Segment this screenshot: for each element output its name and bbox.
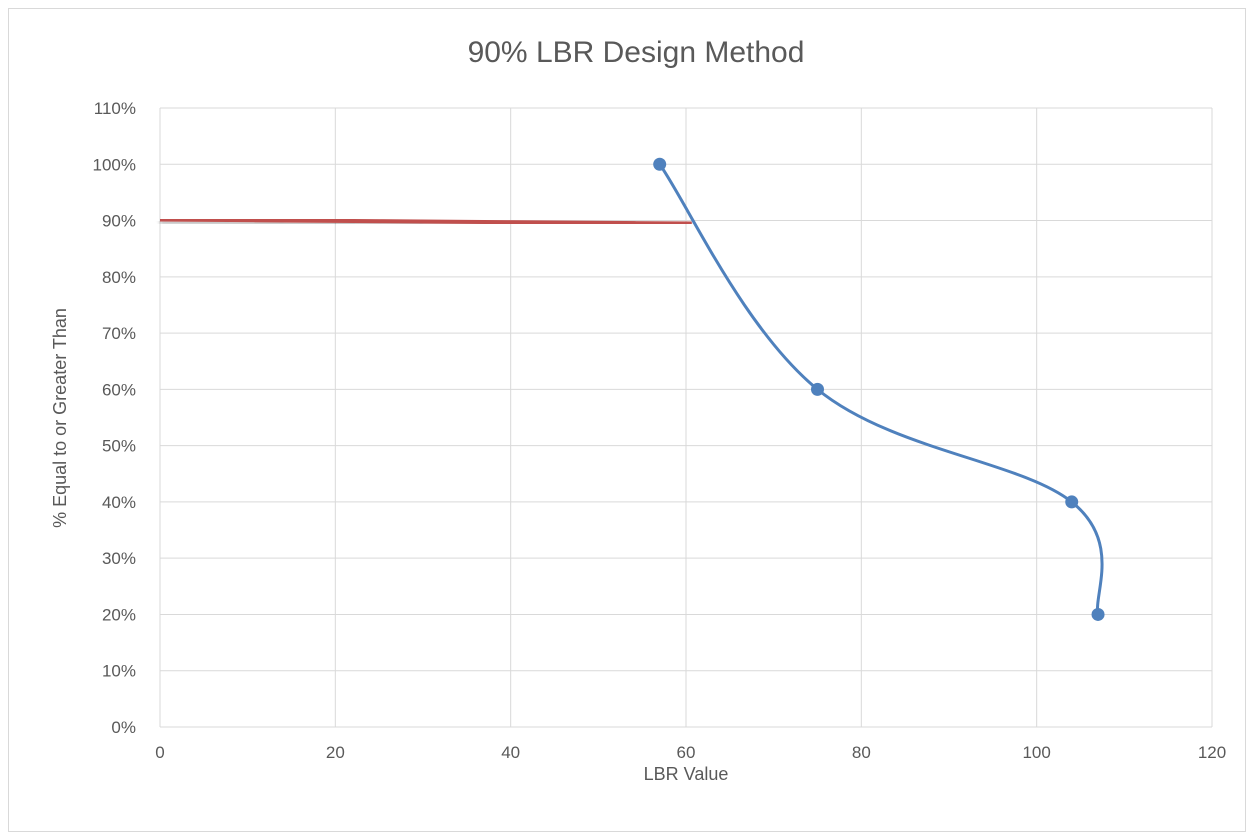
y-tick-label: 0%	[111, 718, 136, 737]
x-tick-label: 100	[1022, 743, 1050, 762]
y-tick-label: 70%	[102, 324, 136, 343]
x-tick-label: 120	[1198, 743, 1226, 762]
data-point	[653, 158, 666, 171]
y-tick-label: 60%	[102, 380, 136, 399]
y-tick-label: 110%	[94, 99, 136, 118]
design-reference-lines	[160, 220, 695, 729]
y-tick-label: 80%	[102, 268, 136, 287]
x-tick-labels: 0 20 40 60 80 100 120	[155, 743, 1226, 762]
gridlines	[160, 108, 1212, 727]
y-tick-label: 100%	[93, 155, 136, 174]
data-point	[811, 383, 824, 396]
y-tick-label: 10%	[102, 662, 136, 681]
y-tick-label: 90%	[102, 212, 136, 231]
chart-title: 90% LBR Design Method	[468, 36, 805, 69]
data-point	[1092, 608, 1105, 621]
y-tick-label: 30%	[102, 549, 136, 568]
x-tick-label: 0	[155, 743, 164, 762]
y-tick-label: 40%	[102, 493, 136, 512]
x-tick-label: 40	[501, 743, 520, 762]
x-tick-label: 80	[852, 743, 871, 762]
x-tick-label: 20	[326, 743, 345, 762]
data-point	[1065, 495, 1078, 508]
y-tick-label: 20%	[102, 605, 136, 624]
y-axis-title: % Equal to or Greater Than	[50, 308, 70, 528]
y-tick-labels: 0% 10% 20% 30% 40% 50% 60% 70% 80% 90% 100% 110%	[93, 99, 136, 737]
x-tick-label: 60	[677, 743, 696, 762]
y-tick-label: 50%	[102, 437, 136, 456]
x-axis-title: LBR Value	[644, 764, 729, 784]
